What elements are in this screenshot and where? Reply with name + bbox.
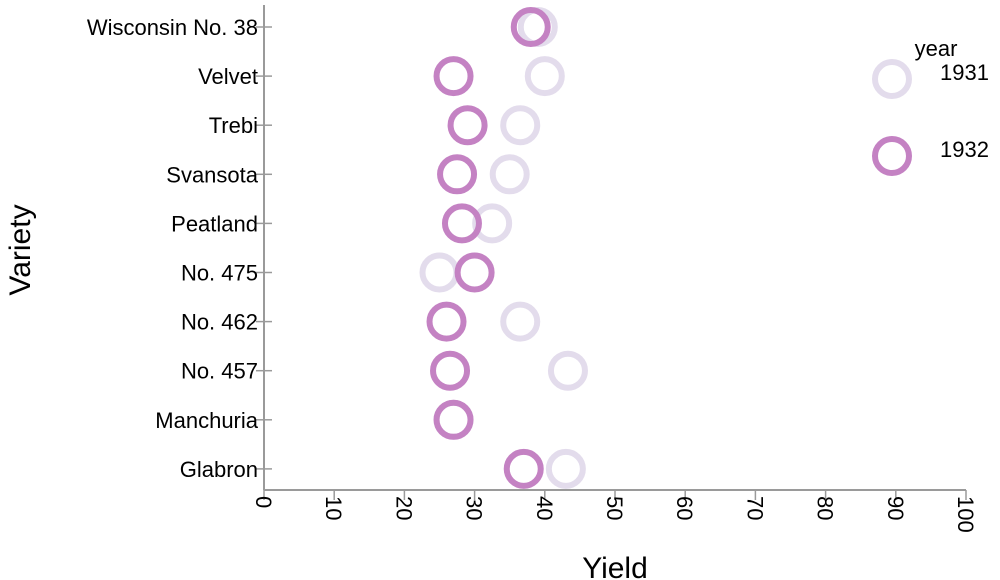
point-1932 xyxy=(430,350,471,391)
x-tick-label: 20 xyxy=(391,496,416,520)
point-1932 xyxy=(433,56,474,97)
y-tick-label: Glabron xyxy=(180,457,258,482)
data-points xyxy=(419,7,588,489)
x-tick-label: 0 xyxy=(251,496,276,508)
y-tick-label: No. 475 xyxy=(181,261,258,286)
legend-label-1932: 1932 xyxy=(940,137,989,162)
legend: year 1931 1932 xyxy=(872,36,989,176)
point-1931 xyxy=(545,448,586,489)
x-tick-label: 30 xyxy=(462,496,487,520)
legend-symbol-1931 xyxy=(872,59,912,99)
y-axis-title: Variety xyxy=(4,204,37,295)
point-1932 xyxy=(510,7,551,47)
legend-label-1931: 1931 xyxy=(940,60,989,85)
y-tick-label: Svansota xyxy=(166,162,258,187)
x-tick-label: 10 xyxy=(321,496,346,520)
point-1931 xyxy=(472,203,513,244)
y-tick-label: Manchuria xyxy=(155,408,258,433)
x-tick-label: 70 xyxy=(742,496,767,520)
y-tick-label: No. 462 xyxy=(181,310,258,335)
point-1932 xyxy=(454,252,495,293)
y-tick-label: Wisconsin No. 38 xyxy=(87,15,258,40)
x-axis: 0 10 20 30 40 50 60 70 80 90 100 xyxy=(251,489,978,533)
y-tick-label: Trebi xyxy=(209,113,258,138)
point-1932 xyxy=(433,399,474,440)
point-1932 xyxy=(503,448,544,489)
point-1932 xyxy=(426,301,467,342)
y-tick-label: No. 457 xyxy=(181,359,258,384)
point-1931 xyxy=(489,154,530,195)
point-1931 xyxy=(547,350,588,391)
legend-symbol-1932 xyxy=(872,136,912,176)
y-tick-label: Velvet xyxy=(198,64,258,89)
y-axis: Wisconsin No. 38 Velvet Trebi Svansota Peatl… xyxy=(87,5,272,490)
point-1931 xyxy=(500,301,541,342)
point-1932 xyxy=(447,105,488,146)
x-tick-label: 40 xyxy=(532,496,557,520)
point-1932 xyxy=(441,203,482,244)
x-axis-title: Yield xyxy=(582,552,648,580)
point-1932 xyxy=(437,154,478,195)
x-tick-label: 100 xyxy=(953,496,978,533)
x-tick-label: 90 xyxy=(883,496,908,520)
point-1931 xyxy=(524,56,565,97)
legend-title: year xyxy=(915,36,958,61)
y-tick-label: Peatland xyxy=(171,211,258,236)
x-tick-label: 60 xyxy=(672,496,697,520)
point-1931 xyxy=(500,105,541,146)
x-tick-label: 80 xyxy=(813,496,838,520)
x-tick-label: 50 xyxy=(602,496,627,520)
point-1931 xyxy=(419,252,460,293)
